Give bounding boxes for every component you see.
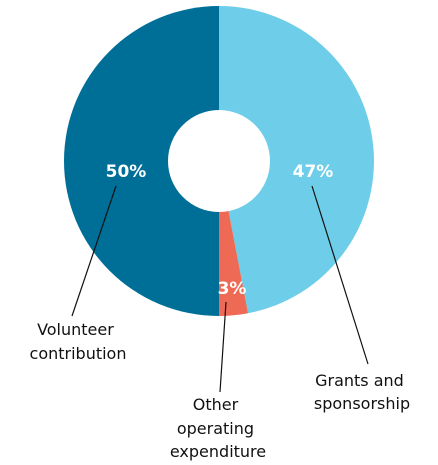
category-label-volunteer-line-1: Volunteer [37,320,114,339]
category-label-grants-line-1: Grants and [315,371,404,390]
category-label-other-line-2: operating [177,419,254,438]
category-label-volunteer-line-2: contribution [30,344,127,363]
category-label-volunteer: Volunteer contribution [30,320,127,363]
value-label-grants: 47% [293,162,334,182]
category-label-other: Other operating expenditure [170,395,266,461]
value-label-other: 3% [218,279,247,299]
leader-line-other [219,301,227,393]
leader-line-volunteer [71,185,117,317]
category-label-grants: Grants and sponsorship [314,371,410,413]
category-label-grants-line-2: sponsorship [314,394,410,413]
slice-volunteer-contribution [64,6,219,316]
slice-grants-and-sponsorship [219,6,374,314]
category-label-other-line-3: expenditure [170,442,266,461]
leader-line-grants [311,185,369,365]
donut-hole [168,110,270,212]
donut-slices [64,6,374,316]
value-label-volunteer: 50% [106,162,147,182]
category-label-other-line-1: Other [193,395,239,414]
